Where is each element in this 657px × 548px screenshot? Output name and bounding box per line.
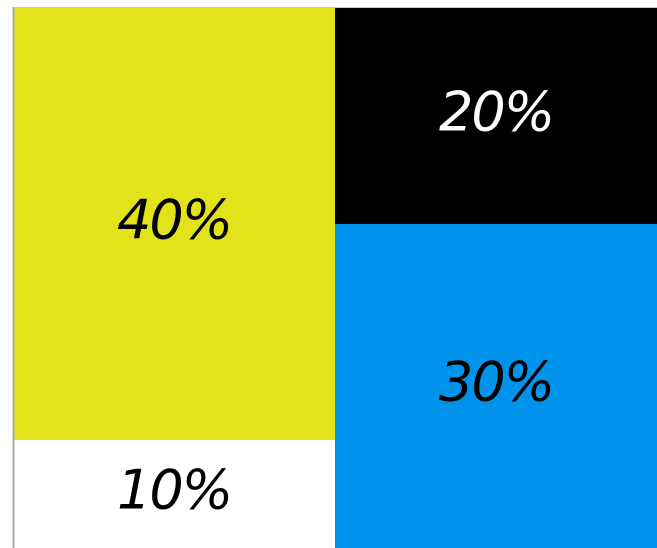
tile-40 [13,8,335,440]
treemap-tiles: 40% 10% 20% 30% [13,8,657,548]
tile-label-30: 30% [439,351,553,414]
tile-20 [335,8,657,224]
tile-label-20: 20% [439,81,553,144]
tile-label-10: 10% [117,459,231,522]
tile-label-40: 40% [117,189,231,252]
tile-30 [335,224,657,548]
tile-10 [13,440,335,548]
